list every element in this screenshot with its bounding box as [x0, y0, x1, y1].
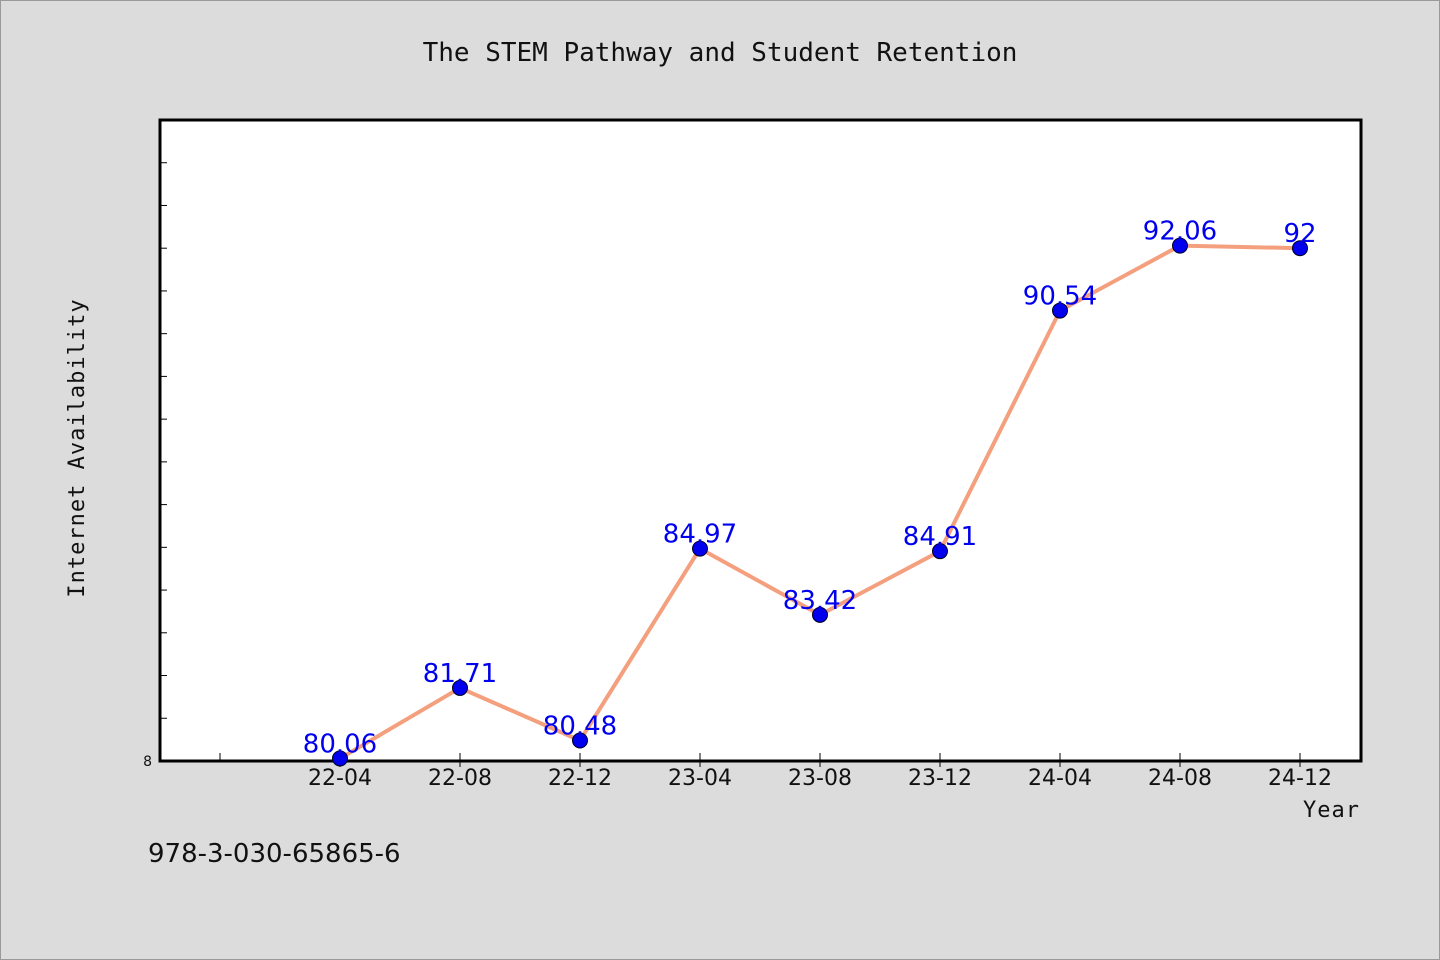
data-point — [692, 540, 708, 557]
data-label: 80.48 — [543, 711, 617, 741]
x-axis-ticks: 22-04 22-08 22-12 23-04 23-08 23-12 24-04 24-08… — [219, 753, 1332, 791]
data-label: 81.71 — [423, 659, 497, 689]
x-tick-label: 23-04 — [668, 766, 732, 791]
data-point — [332, 750, 348, 767]
data-point — [1292, 240, 1308, 257]
data-label: 92 — [1283, 219, 1316, 249]
data-point — [1172, 237, 1188, 254]
footnote-isbn: 978-3-030-65865-6 — [148, 839, 401, 869]
y-tick-label: 8 — [143, 754, 152, 770]
data-label: 83.42 — [783, 586, 857, 616]
x-axis-label: Year — [1303, 798, 1360, 823]
x-tick-label: 23-08 — [788, 766, 852, 791]
series-line-group: 80.06 81.71 80.48 84.97 83.42 84.91 90.54 92.06… — [303, 217, 1317, 767]
data-point — [572, 732, 588, 749]
data-label: 92.06 — [1143, 217, 1217, 247]
x-tick-label: 22-04 — [308, 766, 372, 791]
y-axis-ticks: 8 — [143, 162, 167, 770]
data-label: 80.06 — [303, 729, 377, 759]
data-point — [812, 606, 828, 623]
x-tick-label: 22-08 — [428, 766, 492, 791]
data-point — [1052, 302, 1068, 319]
x-tick-label: 24-08 — [1148, 766, 1212, 791]
data-label: 84.91 — [903, 522, 977, 552]
x-tick-label: 22-12 — [548, 766, 612, 791]
x-tick-label: 24-04 — [1028, 766, 1092, 791]
data-label: 90.54 — [1023, 282, 1097, 312]
data-point — [932, 543, 948, 560]
plot-area — [158, 118, 1363, 763]
data-point — [452, 679, 468, 696]
x-tick-label: 24-12 — [1268, 766, 1332, 791]
y-axis-label: Internet Availability — [65, 298, 90, 597]
data-label: 84.97 — [663, 520, 737, 550]
x-tick-label: 23-12 — [908, 766, 972, 791]
chart-title: The STEM Pathway and Student Retention — [423, 38, 1018, 68]
